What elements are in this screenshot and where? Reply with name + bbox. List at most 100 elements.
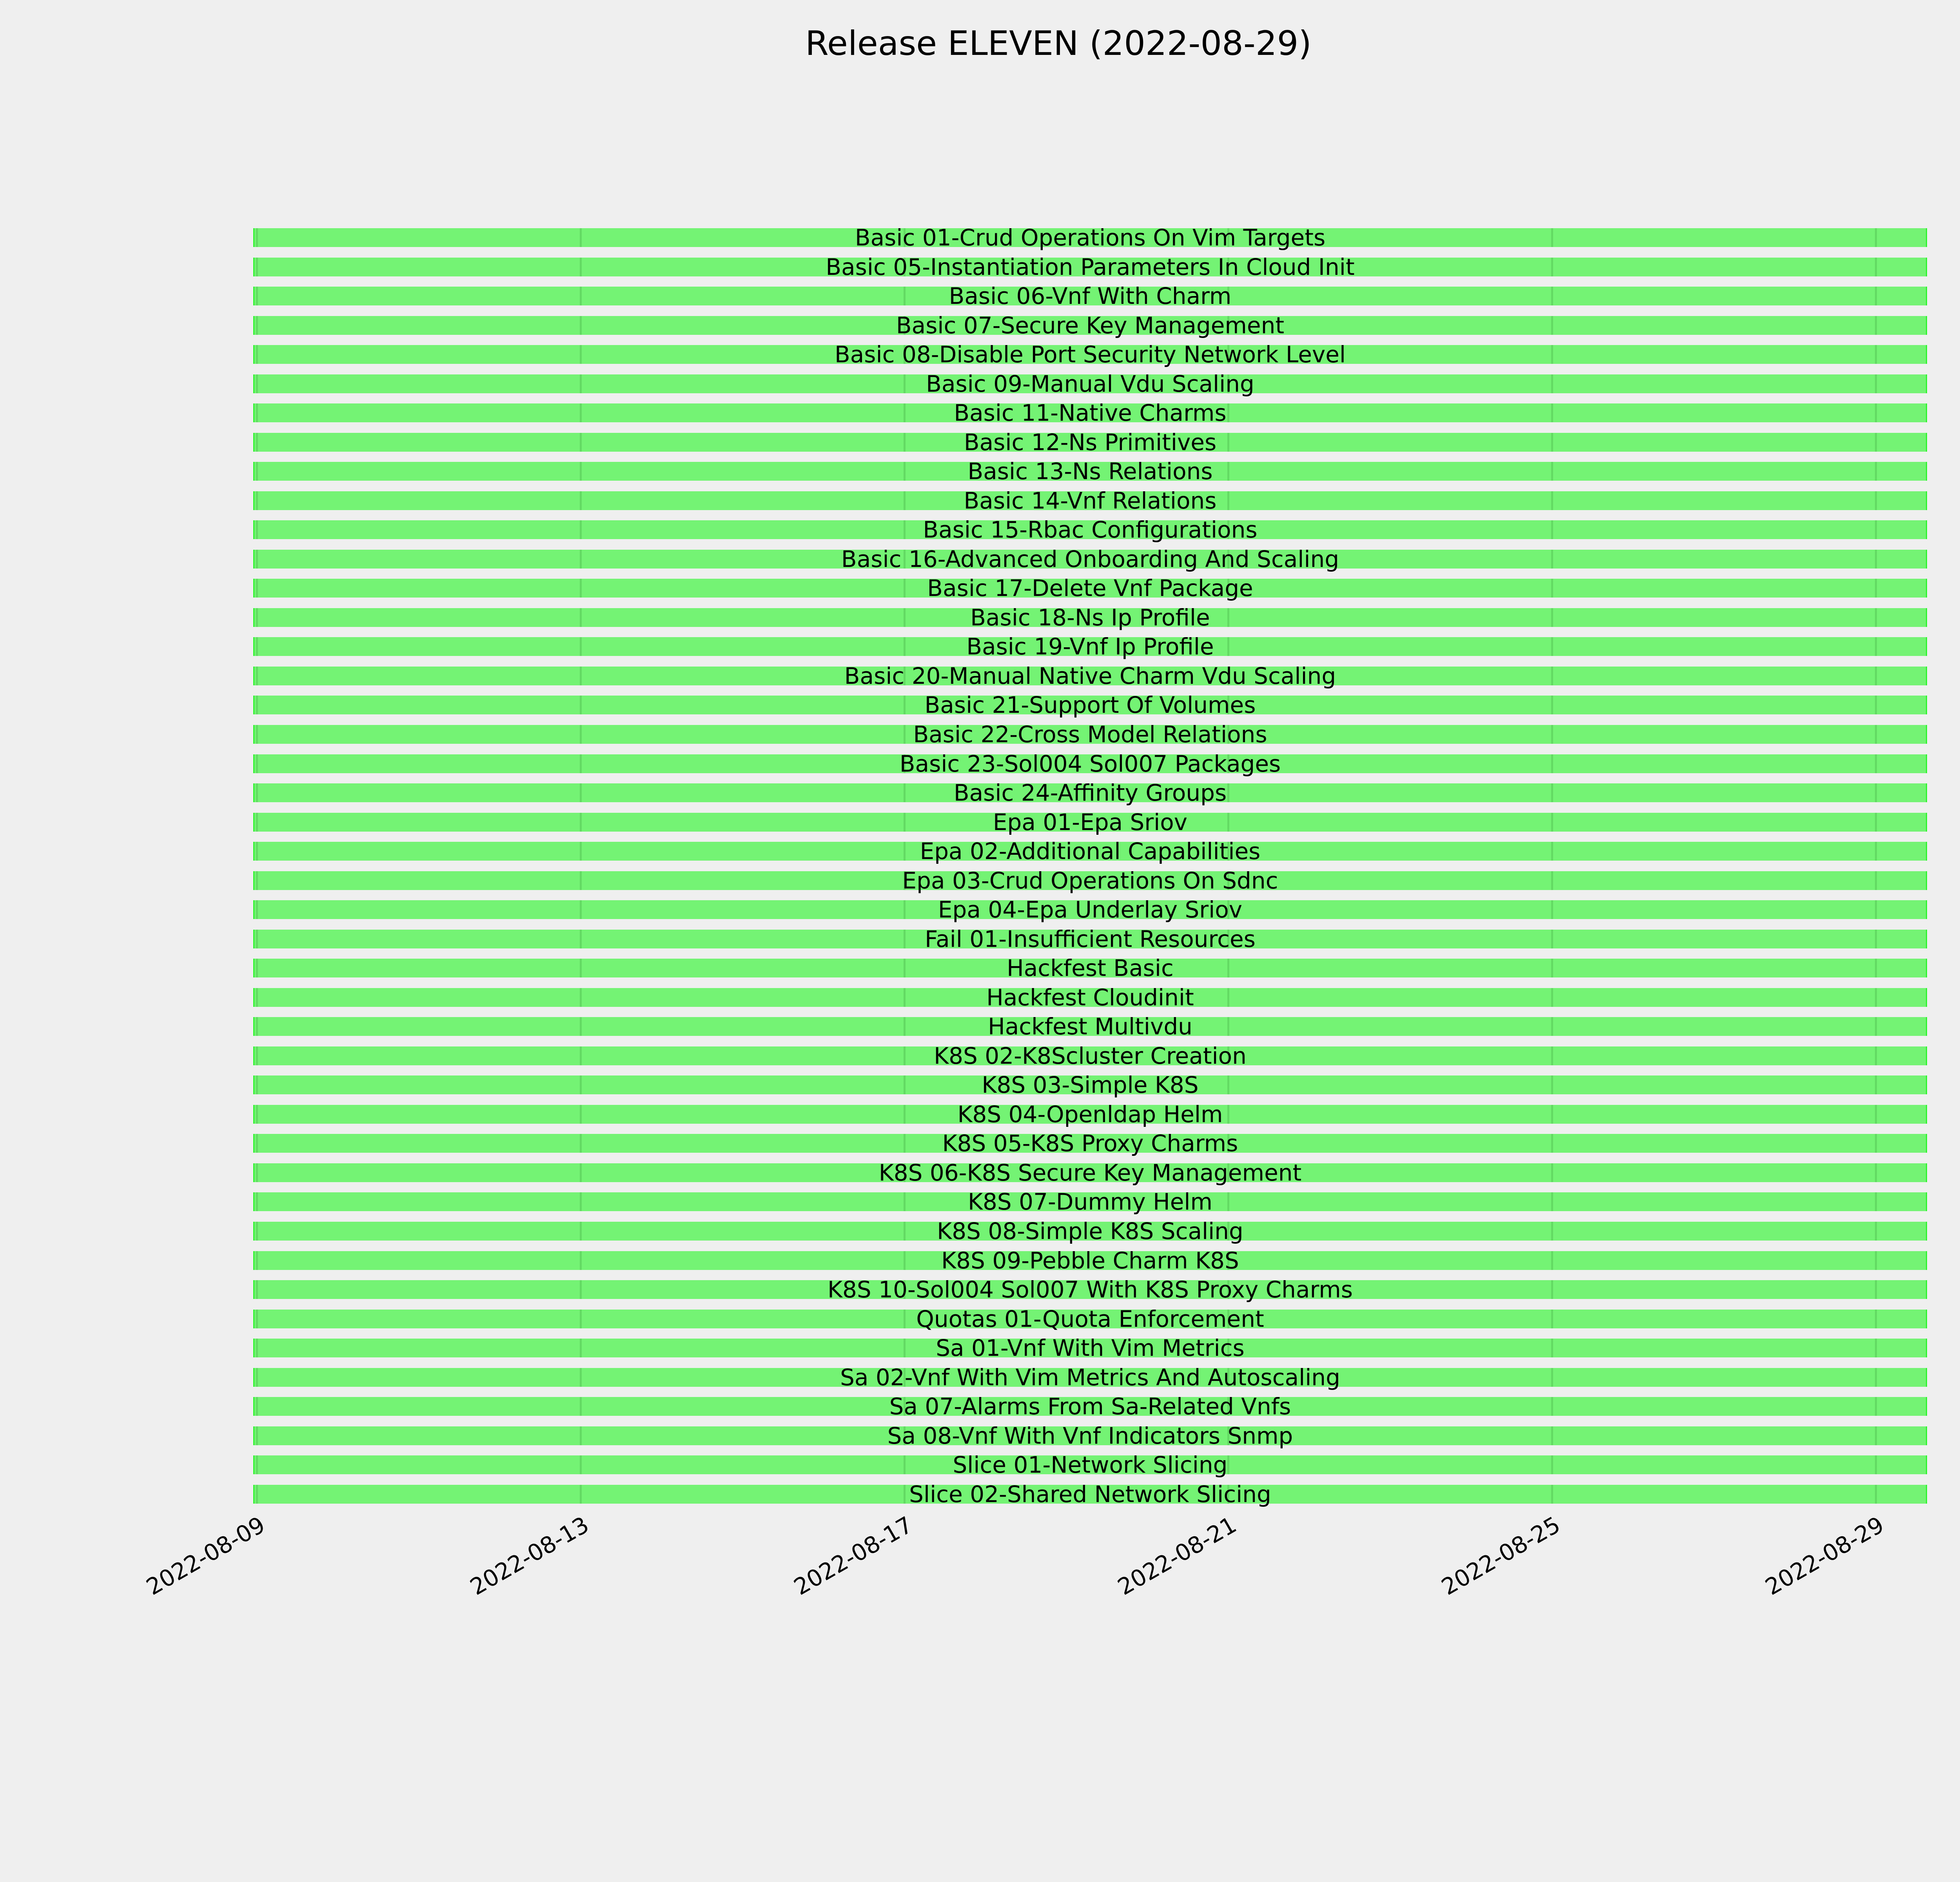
gridline (1227, 1075, 1229, 1094)
bar-edge-left (253, 959, 254, 977)
gridline (904, 287, 906, 305)
gantt-bar: Basic 11-Native Charms (253, 400, 1927, 426)
bar-edge-left (253, 550, 254, 569)
gridline (256, 316, 258, 335)
gridline (904, 725, 906, 744)
bar-edge-right (1926, 667, 1927, 685)
gridline (1227, 637, 1229, 656)
gridline (256, 754, 258, 773)
gridline (256, 550, 258, 569)
gridline (1227, 900, 1229, 919)
gridline (1227, 579, 1229, 598)
gridline (1551, 1251, 1553, 1270)
gridline (904, 1046, 906, 1065)
bar-edge-left (253, 696, 254, 714)
gantt-bar-label: Sa 01-Vnf With Vim Metrics (936, 1335, 1245, 1361)
gridline (904, 433, 906, 452)
gantt-bar: Hackfest Cloudinit (253, 986, 1927, 1009)
bar-edge-left (253, 667, 254, 685)
gantt-bar-label: Basic 21-Support Of Volumes (924, 692, 1256, 718)
gridline (1227, 491, 1229, 510)
gantt-bar-label: Epa 04-Epa Underlay Sriov (938, 896, 1243, 923)
x-tick-label: 2022-08-17 (789, 1511, 917, 1600)
gridline (1227, 842, 1229, 861)
bar-edge-left (253, 783, 254, 802)
gridline (580, 667, 582, 685)
gridline (256, 1426, 258, 1445)
gridline (904, 1017, 906, 1036)
gridline (1875, 433, 1877, 452)
gridline (1227, 1251, 1229, 1270)
gridline (580, 1192, 582, 1211)
gantt-bar: K8S 08-Simple K8S Scaling (253, 1220, 1927, 1243)
bar-edge-left (253, 1017, 254, 1036)
gantt-bar: Hackfest Basic (253, 957, 1927, 979)
gridline (580, 1426, 582, 1445)
gridline (1227, 696, 1229, 714)
gridline (904, 667, 906, 685)
x-tick-label: 2022-08-25 (1437, 1511, 1565, 1600)
gridline (1227, 228, 1229, 247)
gantt-bar-label: Quotas 01-Quota Enforcement (916, 1306, 1264, 1332)
gridline (904, 1280, 906, 1299)
gridline (904, 1134, 906, 1153)
bar-edge-right (1926, 1251, 1927, 1270)
bar-edge-right (1926, 258, 1927, 276)
bar-edge-right (1926, 1134, 1927, 1153)
gridline (580, 316, 582, 335)
gridline (904, 1485, 906, 1504)
gridline (580, 1310, 582, 1328)
gridline (904, 550, 906, 569)
bar-edge-right (1926, 287, 1927, 305)
gantt-bar-label: Basic 09-Manual Vdu Scaling (926, 371, 1254, 397)
bar-edge-right (1926, 345, 1927, 364)
gridline (256, 520, 258, 539)
gridline (1551, 1368, 1553, 1387)
gantt-bar-label: Epa 02-Additional Capabilities (920, 838, 1261, 865)
gridline (904, 608, 906, 627)
gridline (1551, 258, 1553, 276)
bar-edge-left (253, 1485, 254, 1504)
gantt-bar: Basic 12-Ns Primitives (253, 431, 1927, 454)
x-tick-label: 2022-08-09 (142, 1511, 270, 1600)
gridline (1875, 842, 1877, 861)
gridline (904, 258, 906, 276)
gridline (256, 1075, 258, 1094)
gridline (1551, 1017, 1553, 1036)
gridline (1227, 287, 1229, 305)
gridline (1875, 258, 1877, 276)
gridline (580, 374, 582, 393)
gridline (580, 1251, 582, 1270)
gridline (256, 1017, 258, 1036)
bar-edge-left (253, 374, 254, 393)
gridline (580, 579, 582, 598)
bar-edge-right (1926, 374, 1927, 393)
gridline (1875, 1105, 1877, 1124)
gridline (256, 959, 258, 977)
gridline (1227, 258, 1229, 276)
gridline (904, 491, 906, 510)
bar-edge-left (253, 1046, 254, 1065)
gantt-bar-label: Basic 11-Native Charms (954, 400, 1227, 426)
gantt-bar: K8S 05-K8S Proxy Charms (253, 1132, 1927, 1155)
x-tick-label: 2022-08-21 (1113, 1511, 1241, 1600)
gridline (904, 842, 906, 861)
gridline (1875, 1046, 1877, 1065)
gridline (1551, 783, 1553, 802)
gridline (256, 403, 258, 422)
bar-edge-right (1926, 1426, 1927, 1445)
gridline (1227, 462, 1229, 481)
gridline (1875, 579, 1877, 598)
gantt-bar: Basic 20-Manual Native Charm Vdu Scaling (253, 665, 1927, 687)
x-tick-label: 2022-08-13 (465, 1511, 593, 1600)
gridline (1227, 871, 1229, 890)
gridline (256, 1134, 258, 1153)
gridline (1875, 550, 1877, 569)
gridline (256, 228, 258, 247)
gantt-bar: K8S 06-K8S Secure Key Management (253, 1161, 1927, 1184)
gridline (1551, 1222, 1553, 1241)
gantt-bar-label: Slice 01-Network Slicing (953, 1451, 1228, 1478)
bar-edge-left (253, 1105, 254, 1124)
gridline (1227, 1163, 1229, 1182)
gridline (1875, 667, 1877, 685)
